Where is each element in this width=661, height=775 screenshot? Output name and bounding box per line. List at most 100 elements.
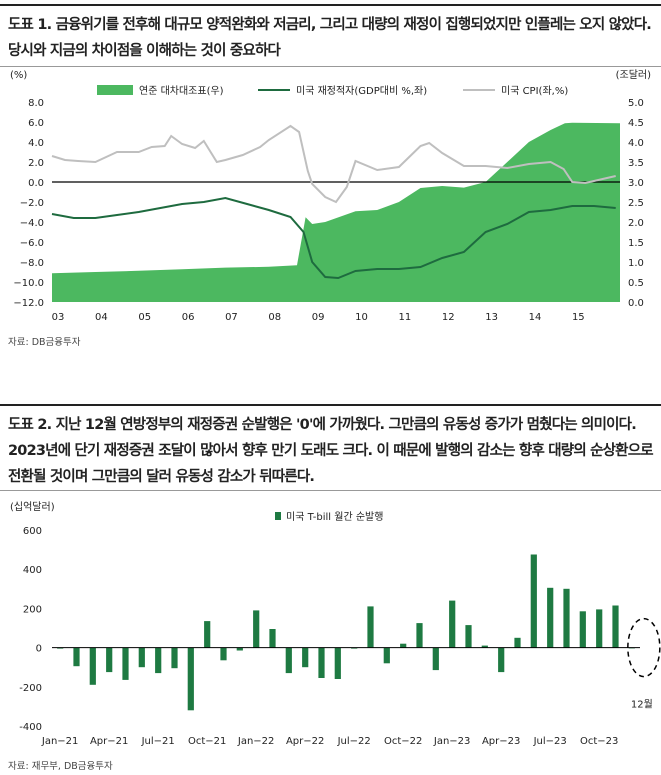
x-tick-label: 14 — [529, 312, 542, 323]
right-tick-label: 5.0 — [628, 98, 644, 109]
x-tick-label: Jan−22 — [237, 736, 275, 747]
x-tick-label: 08 — [268, 312, 281, 323]
bar-Jun-23 — [530, 554, 537, 648]
y-axis-unit: (십억달러) — [10, 501, 55, 513]
bar-Oct-22 — [400, 643, 407, 648]
y-tick-label: 0 — [36, 644, 42, 655]
x-tick-label: 03 — [52, 312, 65, 323]
x-tick-label: 09 — [312, 312, 325, 323]
bar-Oct-23 — [596, 609, 603, 648]
bar-Jan-23 — [449, 600, 456, 648]
x-tick-label: Apr−21 — [90, 736, 128, 747]
right-tick-label: 2.0 — [628, 218, 644, 229]
left-tick-label: 4.0 — [28, 138, 44, 149]
legend-fed-swatch — [97, 85, 133, 95]
x-tick-label: Oct−21 — [188, 736, 226, 747]
right-tick-label: 1.5 — [628, 238, 644, 249]
x-tick-label: Apr−23 — [482, 736, 520, 747]
bar-Sep-23 — [579, 611, 586, 648]
bar-Jun-21 — [138, 647, 145, 668]
bar-Feb-21 — [73, 647, 80, 667]
legend-tbill-swatch — [275, 512, 281, 520]
bar-Apr-22 — [302, 647, 309, 668]
left-tick-label: 8.0 — [28, 98, 44, 109]
bar-Aug-22 — [367, 606, 374, 648]
bar-Apr-23 — [498, 647, 505, 673]
left-axis-unit: (%) — [10, 70, 27, 81]
bar-Aug-23 — [563, 588, 570, 648]
left-tick-label: −2.0 — [20, 198, 44, 209]
x-tick-label: Jul−22 — [337, 736, 371, 747]
left-tick-label: −8.0 — [20, 258, 44, 269]
bar-Nov-23 — [612, 605, 619, 648]
bar-Feb-22 — [269, 629, 276, 648]
cpi-line — [51, 124, 616, 204]
x-tick-label: 07 — [225, 312, 238, 323]
legend-deficit-label: 미국 재정적자(GDP대비 %,좌) — [296, 85, 427, 97]
bar-May-23 — [514, 637, 521, 648]
x-tick-label: Jan−23 — [433, 736, 471, 747]
legend-fed-label: 연준 대차대조표(우) — [139, 85, 224, 97]
legend-cpi-label: 미국 CPI(좌,%) — [501, 85, 568, 97]
figure2-title-rule — [0, 490, 661, 491]
deficit-line — [51, 196, 616, 280]
bar-Sep-22 — [383, 647, 390, 664]
bar-May-22 — [318, 647, 325, 678]
figure2-source: 자료: 재무부, DB금융투자 — [8, 761, 113, 772]
tbill-net-issuance-chart: (십억달러) 미국 T-bill 월간 순발행 600 400 200 0 -200 -4… — [10, 501, 661, 747]
y-tick-label: -400 — [19, 722, 42, 733]
right-tick-label: 2.5 — [628, 198, 644, 209]
right-tick-label: 0.0 — [628, 298, 644, 309]
right-tick-label: 0.5 — [628, 278, 644, 289]
bar-Jul-23 — [547, 587, 554, 648]
y-tick-label: 400 — [23, 565, 42, 576]
figure2-title: 도표 2. 지난 12월 연방정부의 재정증권 순발행은 '0'에 가까웠다. … — [8, 417, 654, 485]
figure1-top-rule — [0, 4, 661, 6]
figure1-title: 도표 1. 금융위기를 전후해 대규모 양적완화와 저금리, 그리고 대량의 재… — [8, 17, 652, 59]
bar-Apr-21 — [106, 647, 113, 673]
y-tick-label: -200 — [19, 683, 42, 694]
bar-Nov-21 — [220, 647, 227, 661]
bar-Jun-22 — [334, 647, 341, 679]
x-tick-label: 13 — [485, 312, 498, 323]
bar-Mar-22 — [285, 647, 292, 674]
x-tick-label: 04 — [95, 312, 108, 323]
x-tick-label: Jan−21 — [41, 736, 79, 747]
right-tick-label: 1.0 — [628, 258, 644, 269]
left-tick-label: 6.0 — [28, 118, 44, 129]
bar-Oct-21 — [204, 621, 211, 648]
left-tick-label: −6.0 — [20, 238, 44, 249]
left-tick-label: 0.0 — [28, 178, 44, 189]
x-tick-label: Jul−21 — [141, 736, 175, 747]
right-tick-label: 3.0 — [628, 178, 644, 189]
left-tick-label: −4.0 — [20, 218, 44, 229]
bar-Jan-22 — [253, 610, 260, 648]
bar-Mar-23 — [481, 645, 488, 648]
figure2-top-rule — [0, 404, 661, 406]
x-tick-label: Oct−22 — [384, 736, 422, 747]
right-tick-label: 4.5 — [628, 118, 644, 129]
x-tick-label: 12 — [442, 312, 455, 323]
bar-Feb-23 — [465, 625, 472, 648]
fed-balance-sheet-area — [52, 122, 620, 302]
x-tick-label: 05 — [138, 312, 151, 323]
x-tick-label: Jul−23 — [533, 736, 567, 747]
bar-Dec-22 — [432, 647, 439, 671]
y-tick-label: 600 — [23, 526, 42, 537]
y-tick-label: 200 — [23, 604, 42, 615]
x-tick-label: Oct−23 — [580, 736, 618, 747]
fed-deficit-cpi-chart: (%) (조달러) 연준 대차대조표(우) 미국 재정적자(GDP대비 %,좌)… — [10, 69, 652, 323]
x-tick-label: 10 — [355, 312, 368, 323]
bar-Mar-21 — [89, 647, 96, 685]
left-tick-label: 2.0 — [28, 158, 44, 169]
december-annotation: 12월 — [631, 699, 653, 711]
right-axis-unit: (조달러) — [616, 69, 652, 81]
bar-May-21 — [122, 647, 129, 680]
legend-tbill-label: 미국 T-bill 월간 순발행 — [286, 511, 383, 523]
left-tick-label: −10.0 — [13, 278, 44, 289]
bar-Jul-21 — [155, 647, 162, 674]
right-tick-label: 3.5 — [628, 158, 644, 169]
x-tick-label: 11 — [399, 312, 412, 323]
right-tick-label: 4.0 — [628, 138, 644, 149]
x-tick-label: 15 — [572, 312, 585, 323]
